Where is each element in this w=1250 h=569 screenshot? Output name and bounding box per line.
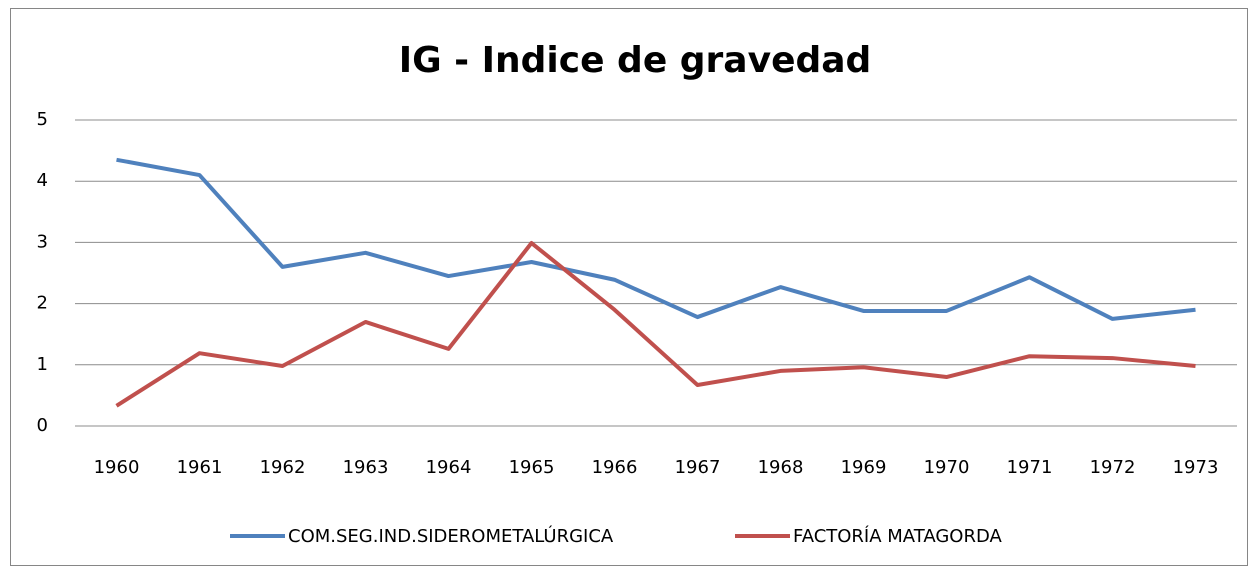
x-tick-label: 1970: [924, 457, 970, 478]
x-tick-label: 1960: [94, 457, 140, 478]
data-line: [115, 241, 1196, 408]
x-tick-label: 1961: [177, 457, 223, 478]
x-tick-label: 1964: [426, 457, 472, 478]
y-tick-label: 3: [37, 231, 48, 252]
y-tick-label: 1: [37, 354, 48, 375]
y-tick-label: 2: [37, 293, 48, 314]
legend-label: FACTORÍA MATAGORDA: [793, 525, 1002, 547]
x-tick-label: 1968: [758, 457, 804, 478]
legend-label: COM.SEG.IND.SIDEROMETALÚRGICA: [288, 525, 614, 547]
x-tick-label: 1963: [343, 457, 389, 478]
x-tick-label: 1973: [1173, 457, 1219, 478]
x-tick-label: 1965: [509, 457, 555, 478]
x-tick-label: 1966: [592, 457, 638, 478]
y-tick-label: 0: [37, 415, 48, 436]
x-tick-label: 1972: [1090, 457, 1136, 478]
x-tick-label: 1962: [260, 457, 306, 478]
x-tick-label: 1969: [841, 457, 887, 478]
x-tick-label: 1971: [1007, 457, 1053, 478]
y-tick-label: 4: [37, 170, 48, 191]
x-tick-label: 1967: [675, 457, 721, 478]
data-line: [116, 157, 1196, 321]
y-tick-label: 5: [37, 109, 48, 130]
chart-title: IG - Indice de gravedad: [399, 40, 872, 81]
